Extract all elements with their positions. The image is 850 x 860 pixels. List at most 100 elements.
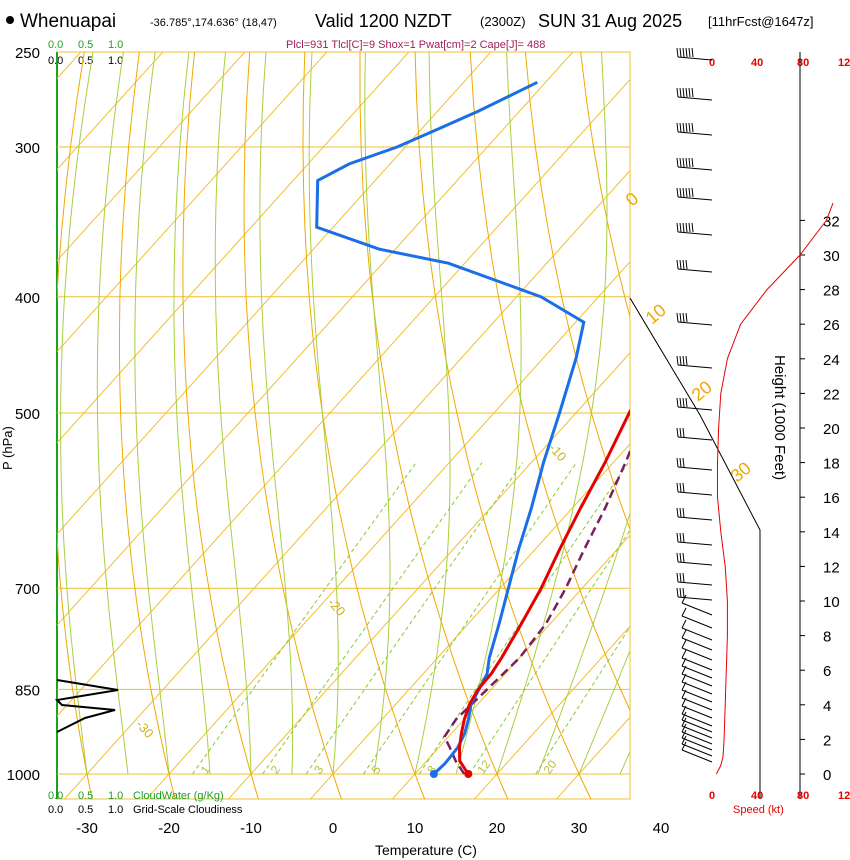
top-speed-tick: 0: [709, 57, 715, 69]
cloudiness-label: Grid-Scale Cloudiness: [133, 804, 243, 816]
potential-temp-label: 30: [727, 458, 755, 486]
station-location: -36.785°,174.636° (18,47): [150, 17, 277, 29]
mixing-ratio-line: [192, 462, 417, 775]
pressure-tick-label: 850: [15, 682, 40, 699]
parcel-line: [442, 448, 630, 775]
cloud-water-tick: 0.5: [78, 790, 93, 802]
wind-barb: [676, 222, 713, 236]
wind-barb: [676, 552, 713, 566]
isotherm-label: -20: [325, 595, 349, 619]
pressure-tick-label: 500: [15, 406, 40, 423]
isotherm-line: [57, 52, 410, 444]
height-tick-label: 30: [823, 248, 840, 265]
wind-barb: [681, 729, 713, 751]
height-tick-label: 20: [823, 421, 840, 438]
dry-adiabat-line: [57, 52, 93, 800]
wind-barb: [676, 507, 713, 521]
forecast-info: [11hrFcst@1647z]: [708, 14, 813, 29]
mixing-ratio-line: [305, 462, 524, 775]
mixing-ratio-line: [418, 462, 629, 775]
wind-barb: [676, 312, 713, 326]
speed-tick: 40: [751, 790, 763, 802]
pressure-tick-label: 700: [15, 581, 40, 598]
speed-profile-line: [715, 202, 834, 775]
height-tick-label: 8: [823, 629, 831, 646]
y-axis-label: P (hPa): [0, 426, 15, 470]
moist-adiabat-line: [214, 52, 252, 775]
pressure-tick-label: 300: [15, 140, 40, 157]
wind-barb: [681, 639, 713, 661]
station-name: Whenuapai: [20, 11, 116, 32]
moist-adiabat-line: [455, 52, 522, 775]
height-tick-label: 14: [823, 525, 840, 542]
mixing-ratio-line: [262, 462, 483, 775]
height-tick-label: 0: [823, 767, 831, 784]
x-tick-label: -10: [240, 820, 262, 837]
top-cloud-tick: 0.5: [78, 39, 93, 51]
height-tick-label: 4: [823, 698, 831, 715]
dry-adiabat-line: [580, 52, 630, 319]
isotherm-label: -30: [133, 717, 157, 741]
moist-adiabat-line: [414, 52, 451, 775]
wind-barb: [681, 735, 713, 757]
moist-adiabat-line: [364, 52, 391, 775]
valid-date: SUN 31 Aug 2025: [538, 11, 682, 31]
x-tick-label: 10: [407, 820, 424, 837]
wind-barb: [676, 532, 713, 546]
height-tick-label: 22: [823, 386, 840, 403]
top-cloudiness-tick: 0.5: [78, 55, 93, 67]
moist-adiabat-line: [619, 750, 630, 775]
moist-adiabat-line: [537, 511, 630, 775]
zulu-time: (2300Z): [480, 14, 526, 29]
isotherm-line: [227, 352, 630, 800]
cloudiness-profile-line: [54, 679, 119, 733]
dry-adiabat-line: [525, 52, 630, 531]
isotherm-line: [638, 0, 850, 799]
dry-adiabat-line: [359, 52, 509, 800]
mixing-ratio-line: [363, 462, 577, 775]
wind-barb: [676, 482, 713, 496]
isotherm-line: [57, 52, 492, 535]
wind-barb: [676, 397, 713, 411]
height-tick-label: 16: [823, 490, 840, 507]
height-tick-label: 6: [823, 663, 831, 680]
surface-temperature-point: [464, 770, 473, 778]
speed-tick: 80: [797, 790, 809, 802]
top-cloudiness-tick: 0.0: [48, 55, 63, 67]
x-tick-label: 0: [329, 820, 337, 837]
isotherm-line: [57, 78, 630, 717]
height-tick-label: 26: [823, 317, 840, 334]
top-speed-tick: 12: [838, 57, 850, 69]
dry-adiabat-line: [119, 52, 176, 800]
cloudiness-tick: 0.5: [78, 804, 93, 816]
top-speed-tick: 40: [751, 57, 763, 69]
wind-barb: [676, 355, 713, 369]
dry-adiabat-line: [636, 52, 850, 799]
top-cloud-tick: 1.0: [108, 39, 123, 51]
wind-barb: [681, 697, 713, 719]
x-tick-label: 30: [571, 820, 588, 837]
x-tick-label: -30: [76, 820, 98, 837]
wind-barb: [681, 657, 713, 679]
pressure-tick-label: 1000: [7, 767, 40, 784]
moist-adiabat-line: [578, 649, 630, 775]
wind-barb: [681, 723, 713, 745]
moist-adiabat-line: [308, 52, 339, 775]
temperature-line: [457, 408, 630, 775]
x-axis-label: Temperature (C): [375, 842, 477, 858]
wind-barb: [676, 572, 713, 586]
cloud-profile: [54, 679, 119, 733]
dry-adiabat-line: [414, 52, 592, 800]
wind-barb: [681, 607, 713, 629]
wind-barb: [681, 673, 713, 695]
isotherm-line: [57, 52, 82, 80]
wind-barbs: [676, 47, 713, 763]
dewpoint-line: [315, 80, 586, 776]
sounding-series: [315, 80, 630, 778]
wind-barb: [681, 619, 713, 641]
height-tick-label: 12: [823, 559, 840, 576]
wind-barb: [676, 587, 713, 601]
height-tick-label: 24: [823, 352, 840, 369]
